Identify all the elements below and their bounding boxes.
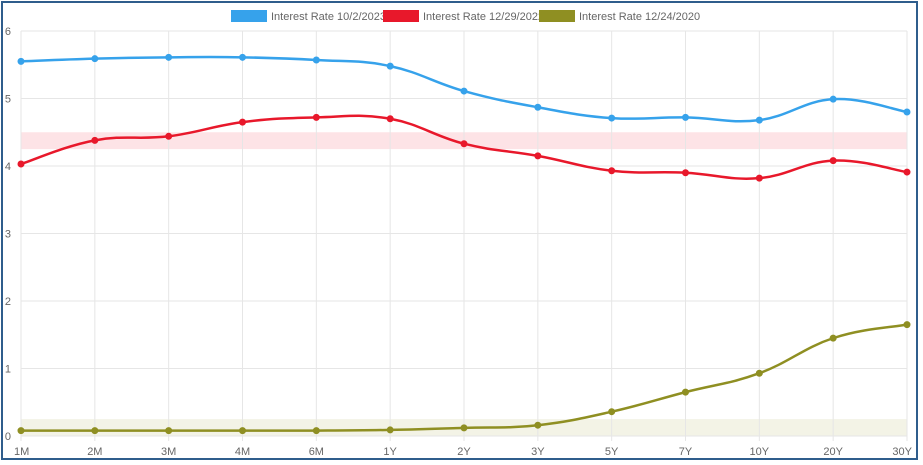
data-point — [608, 167, 616, 175]
data-point — [534, 152, 542, 160]
data-point — [903, 168, 911, 176]
data-point — [91, 136, 99, 144]
x-tick-label: 4M — [235, 446, 250, 458]
legend-swatch — [231, 10, 267, 22]
data-point — [239, 427, 246, 435]
data-point — [386, 426, 394, 434]
y-tick-label: 6 — [5, 26, 11, 38]
data-point — [17, 57, 25, 65]
x-tick-label: 3Y — [531, 446, 545, 458]
data-point — [386, 115, 394, 123]
y-axis: 0 1 2 3 4 5 6 — [5, 26, 11, 443]
data-point — [460, 140, 468, 148]
data-point — [829, 157, 837, 165]
data-point — [682, 388, 689, 396]
x-tick-label: 1M — [14, 446, 29, 458]
x-tick-label: 30Y — [892, 446, 912, 458]
x-tick-label: 7Y — [679, 446, 693, 458]
x-tick-label: 1Y — [383, 446, 397, 458]
y-tick-label: 2 — [5, 296, 11, 308]
legend-item-1: Interest Rate 12/29/2022 — [383, 10, 544, 23]
data-point — [682, 113, 689, 121]
y-tick-label: 0 — [5, 431, 11, 443]
data-point — [91, 55, 99, 63]
x-tick-label: 10Y — [750, 446, 770, 458]
data-point — [91, 427, 99, 435]
data-point — [312, 113, 320, 121]
legend-swatch — [383, 10, 419, 22]
data-point — [460, 87, 468, 95]
legend-item-0: Interest Rate 10/2/2023 — [231, 10, 386, 23]
legend-label: Interest Rate 12/24/2020 — [579, 11, 700, 23]
data-point — [17, 427, 25, 435]
data-point — [829, 334, 837, 342]
data-point — [534, 103, 542, 111]
series-points — [17, 53, 911, 435]
data-point — [17, 160, 25, 168]
x-tick-label: 6M — [309, 446, 324, 458]
y-tick-label: 1 — [5, 364, 11, 376]
data-point — [608, 408, 616, 416]
y-tick-label: 4 — [5, 161, 11, 173]
data-point — [903, 321, 911, 329]
data-point — [534, 421, 542, 429]
data-point — [239, 53, 246, 61]
legend-label: Interest Rate 12/29/2022 — [423, 11, 544, 23]
data-point — [755, 174, 763, 182]
y-tick-label: 5 — [5, 94, 11, 106]
data-point — [386, 62, 394, 70]
data-point — [755, 369, 763, 377]
data-point — [165, 53, 173, 61]
legend-label: Interest Rate 10/2/2023 — [271, 11, 386, 23]
x-tick-label: 20Y — [823, 446, 843, 458]
data-point — [312, 56, 320, 64]
data-point — [608, 114, 616, 122]
x-tick-label: 5Y — [605, 446, 619, 458]
data-point — [165, 427, 173, 435]
grid-lines — [20, 30, 908, 441]
data-point — [312, 427, 320, 435]
legend-item-2: Interest Rate 12/24/2020 — [539, 10, 700, 23]
legend-swatch — [539, 10, 575, 22]
x-axis: 1M 2M 3M 4M 6M 1Y 2Y 3Y 5Y 7Y 10Y 20Y 30Y — [14, 446, 913, 458]
data-point — [239, 118, 246, 126]
y-tick-label: 3 — [5, 229, 11, 241]
data-point — [829, 95, 837, 103]
x-tick-label: 3M — [161, 446, 176, 458]
data-point — [460, 424, 468, 432]
data-point — [682, 169, 689, 177]
legend: Interest Rate 10/2/2023 Interest Rate 12/… — [231, 10, 700, 23]
x-tick-label: 2M — [87, 446, 102, 458]
x-tick-label: 2Y — [457, 446, 471, 458]
data-point — [755, 116, 763, 124]
data-point — [903, 108, 911, 116]
data-point — [165, 132, 173, 140]
